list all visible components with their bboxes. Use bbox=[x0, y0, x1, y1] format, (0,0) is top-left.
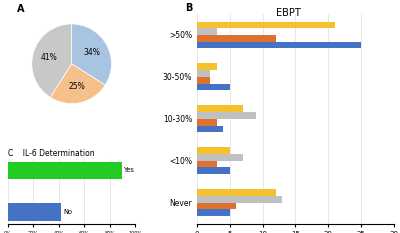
Bar bbox=[197, 168, 230, 174]
Bar bbox=[197, 28, 216, 35]
Bar bbox=[197, 126, 223, 132]
Text: 25%: 25% bbox=[68, 82, 85, 91]
Bar bbox=[197, 35, 276, 42]
Text: No: No bbox=[63, 209, 72, 215]
Bar bbox=[197, 21, 335, 28]
Text: A: A bbox=[17, 4, 24, 14]
Wedge shape bbox=[50, 64, 105, 104]
Text: C    IL-6 Determination: C IL-6 Determination bbox=[8, 149, 95, 158]
Bar bbox=[197, 196, 282, 203]
Bar bbox=[197, 70, 210, 77]
Bar bbox=[8, 162, 122, 179]
Bar bbox=[197, 112, 256, 119]
Bar bbox=[197, 84, 230, 90]
Bar bbox=[197, 105, 243, 112]
Bar bbox=[197, 209, 230, 216]
Text: B: B bbox=[185, 3, 192, 13]
Bar bbox=[197, 189, 276, 196]
Text: 41%: 41% bbox=[41, 53, 58, 62]
Bar bbox=[197, 77, 210, 84]
Text: 34%: 34% bbox=[84, 48, 100, 57]
Wedge shape bbox=[72, 24, 112, 85]
Bar bbox=[197, 154, 243, 161]
Bar bbox=[197, 161, 216, 168]
Bar bbox=[8, 203, 62, 221]
Text: Yes: Yes bbox=[124, 168, 135, 173]
Text: EBPT: EBPT bbox=[276, 8, 300, 18]
Bar bbox=[197, 147, 230, 154]
Bar bbox=[197, 63, 216, 70]
Bar bbox=[197, 203, 236, 209]
Bar bbox=[197, 42, 361, 48]
Wedge shape bbox=[32, 24, 72, 97]
Bar bbox=[197, 119, 216, 126]
